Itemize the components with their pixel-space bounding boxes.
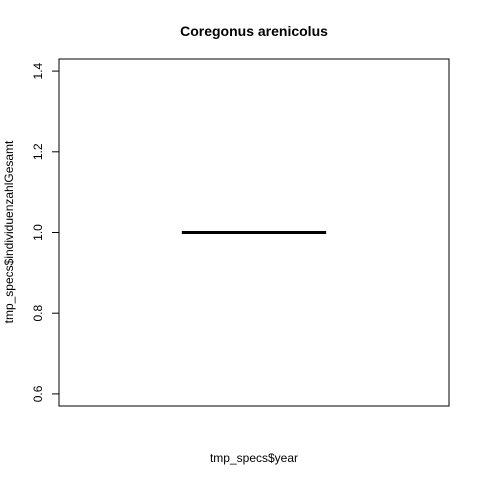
chart-title: Coregonus arenicolus [180, 23, 328, 39]
y-tick-label: 0.6 [31, 385, 45, 402]
y-tick-label: 0.8 [31, 305, 45, 322]
y-tick-label: 1.2 [31, 143, 45, 160]
y-axis-label: tmp_specs$individuenzahlGesamt [2, 140, 16, 323]
y-axis-ticks: 0.6 0.8 1.0 1.2 1.4 [31, 62, 59, 402]
y-tick-label: 1.4 [31, 62, 45, 79]
y-tick-label: 1.0 [31, 224, 45, 241]
x-axis-label: tmp_specs$year [210, 451, 298, 465]
